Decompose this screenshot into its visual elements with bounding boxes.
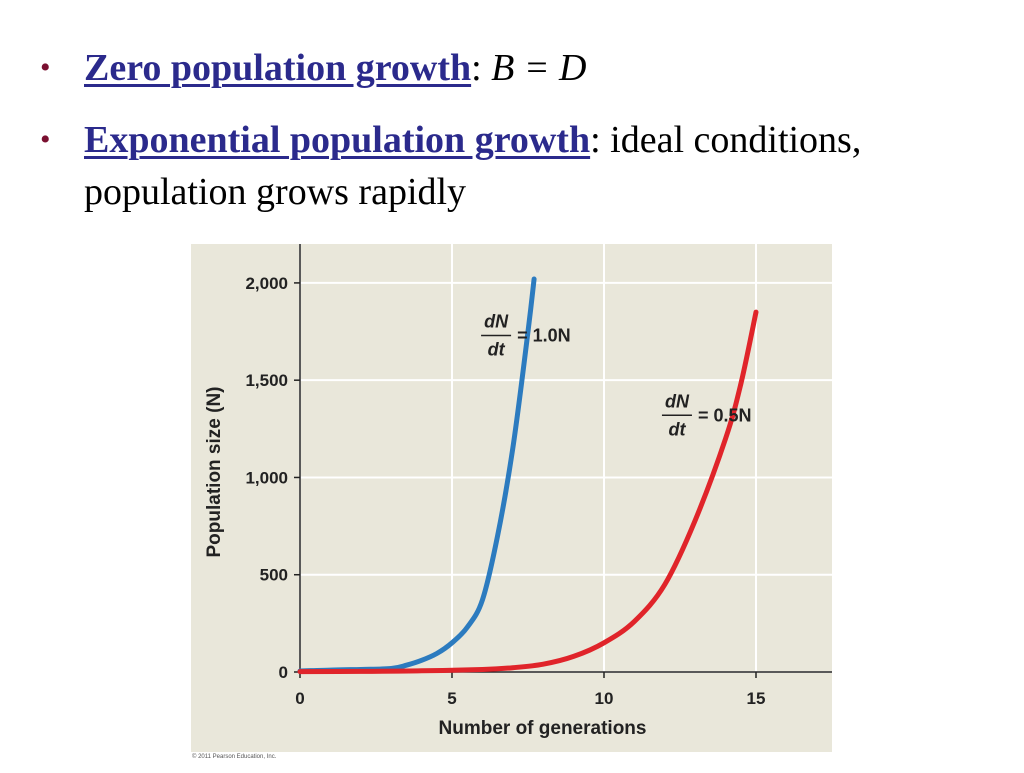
bullet-text: Zero population growth: B = D [84, 42, 984, 94]
bullet-text: Exponential population growth: ideal con… [84, 114, 984, 218]
copyright-notice: © 2011 Pearson Education, Inc. [192, 754, 277, 760]
y-tick-label: 2,000 [245, 274, 288, 293]
series-line-2 [297, 309, 759, 675]
y-axis-title: Population size (N) [204, 387, 225, 558]
x-tick-label: 5 [447, 689, 456, 708]
zero-growth-equation: B = D [491, 47, 587, 89]
y-tick-label: 0 [279, 663, 288, 682]
annotation-equation: = 1.0N [517, 326, 571, 346]
zero-growth-link[interactable]: Zero population growth [84, 47, 472, 89]
annotation-denominator: dt [488, 340, 506, 360]
separator: : [471, 47, 482, 89]
x-tick-label: 10 [595, 689, 614, 708]
exponential-growth-link[interactable]: Exponential population growth [84, 119, 591, 161]
annotation-equation: = 0.5N [698, 405, 752, 425]
annotation-denominator: dt [668, 419, 686, 439]
y-tick-label: 1,000 [245, 468, 288, 487]
annotation-numerator: dN [665, 391, 690, 411]
y-tick-label: 500 [260, 566, 288, 585]
exponential-growth-description: ideal conditions, population grows rapid… [84, 119, 862, 213]
x-tick-label: 0 [295, 689, 304, 708]
x-axis-title: Number of generations [439, 718, 647, 739]
annotation-numerator: dN [484, 312, 509, 332]
bullet-dot: • [40, 51, 51, 84]
separator: : [590, 119, 601, 161]
y-tick-label: 1,500 [245, 371, 288, 390]
bullet-dot: • [40, 123, 51, 156]
x-tick-label: 15 [747, 689, 766, 708]
